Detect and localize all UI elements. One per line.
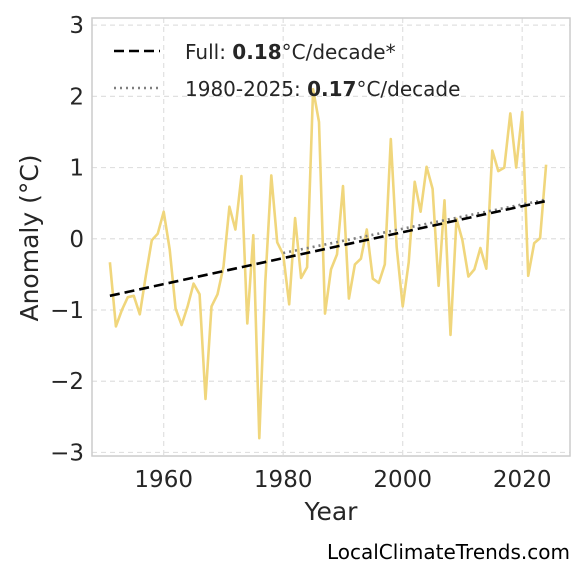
x-tick-label: 2000 <box>373 467 432 493</box>
recent-trend-line <box>282 198 547 255</box>
tick-labels: 1960 1980 2000 2020 3 2 1 0 −1 −2 −3 <box>50 13 551 493</box>
legend-full-suffix: °C/decade* <box>282 40 396 64</box>
anomaly-series-line <box>108 87 548 440</box>
legend-label-full: Full: 0.18°C/decade* <box>185 40 396 64</box>
plot-frame <box>91 17 571 457</box>
legend-full-prefix: Full: <box>185 40 232 64</box>
legend-recent-suffix: °C/decade <box>356 77 460 101</box>
series-layer <box>108 87 548 440</box>
y-axis-label: Anomaly (°C) <box>15 154 44 321</box>
x-axis-label: Year <box>304 497 359 526</box>
legend-recent-value: 0.17 <box>307 77 356 101</box>
x-tick-label: 2020 <box>493 467 552 493</box>
y-tick-label: −3 <box>50 440 84 466</box>
legend: Full: 0.18°C/decade* 1980-2025: 0.17°C/d… <box>114 40 460 101</box>
x-tick-label: 1960 <box>134 467 193 493</box>
y-tick-label: 1 <box>69 156 84 182</box>
credit-text: LocalClimateTrends.com <box>327 540 570 564</box>
y-tick-label: −1 <box>50 298 84 324</box>
legend-recent-prefix: 1980-2025: <box>185 77 307 101</box>
legend-label-recent: 1980-2025: 0.17°C/decade <box>185 77 460 101</box>
y-tick-label: 2 <box>69 84 84 110</box>
y-tick-label: −2 <box>50 369 84 395</box>
legend-full-value: 0.18 <box>232 40 281 64</box>
y-tick-label: 0 <box>69 227 84 253</box>
y-tick-label: 3 <box>69 13 84 39</box>
x-tick-label: 1980 <box>254 467 313 493</box>
